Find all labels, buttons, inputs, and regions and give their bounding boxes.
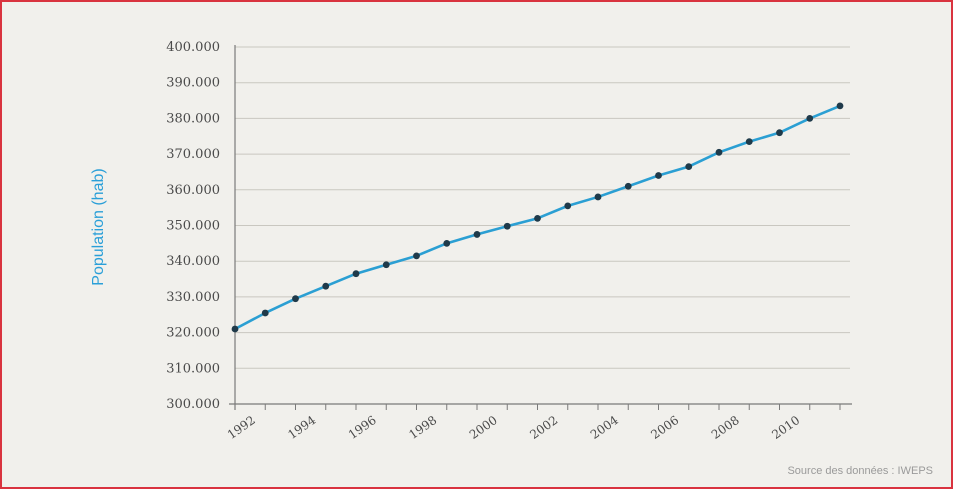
x-tick-label: 1996 xyxy=(346,413,379,442)
data-point xyxy=(745,138,753,146)
data-point xyxy=(503,222,511,230)
data-point xyxy=(322,282,330,290)
y-tick-label: 300.000 xyxy=(166,397,220,412)
x-tick-label: 2006 xyxy=(648,413,681,442)
y-axis-title: Population (hab) xyxy=(90,168,107,285)
x-tick-label: 2004 xyxy=(588,413,621,442)
x-tick-label: 1994 xyxy=(285,413,318,442)
y-tick-label: 400.000 xyxy=(166,40,220,55)
y-tick-label: 370.000 xyxy=(166,147,220,162)
x-axis-ticks: 1992 1994 1996 1998 2000 2002 2004 2006 2008 2010 xyxy=(225,404,841,442)
x-tick-label: 2000 xyxy=(467,413,500,442)
x-tick-label: 2008 xyxy=(709,413,742,442)
x-tick-label: 1998 xyxy=(406,413,439,442)
data-point xyxy=(685,163,693,170)
x-tick-label: 2010 xyxy=(769,413,802,442)
data-point xyxy=(231,325,239,333)
data-point xyxy=(624,182,632,190)
data-point xyxy=(655,172,662,179)
axes xyxy=(229,45,852,410)
data-point xyxy=(776,129,783,137)
data-point xyxy=(352,270,360,278)
data-point xyxy=(292,295,299,303)
y-tick-label: 360.000 xyxy=(166,183,220,198)
series-group xyxy=(231,102,844,333)
y-tick-label: 340.000 xyxy=(166,254,220,269)
data-point xyxy=(382,261,390,269)
x-tick-label: 1992 xyxy=(225,413,258,442)
grid-lines xyxy=(235,46,850,369)
data-point xyxy=(564,202,572,210)
data-point xyxy=(473,231,481,238)
y-tick-label: 320.000 xyxy=(166,326,220,341)
data-source-note: Source des données : IWEPS xyxy=(787,465,933,477)
x-tick-label: 2002 xyxy=(527,413,560,442)
data-point xyxy=(534,214,541,222)
data-point xyxy=(715,148,723,156)
data-point xyxy=(806,115,814,122)
y-axis-ticks: 300.000 310.000 320.000 330.000 340.000 350.0… xyxy=(166,40,220,412)
y-tick-label: 380.000 xyxy=(166,111,220,126)
y-tick-label: 350.000 xyxy=(166,219,220,234)
data-point xyxy=(594,193,602,201)
data-point xyxy=(261,309,269,317)
data-point xyxy=(443,239,451,247)
y-tick-label: 390.000 xyxy=(166,76,220,91)
y-tick-label: 310.000 xyxy=(166,361,220,376)
data-point xyxy=(836,102,844,110)
y-tick-label: 330.000 xyxy=(166,290,220,305)
data-point xyxy=(413,252,420,260)
